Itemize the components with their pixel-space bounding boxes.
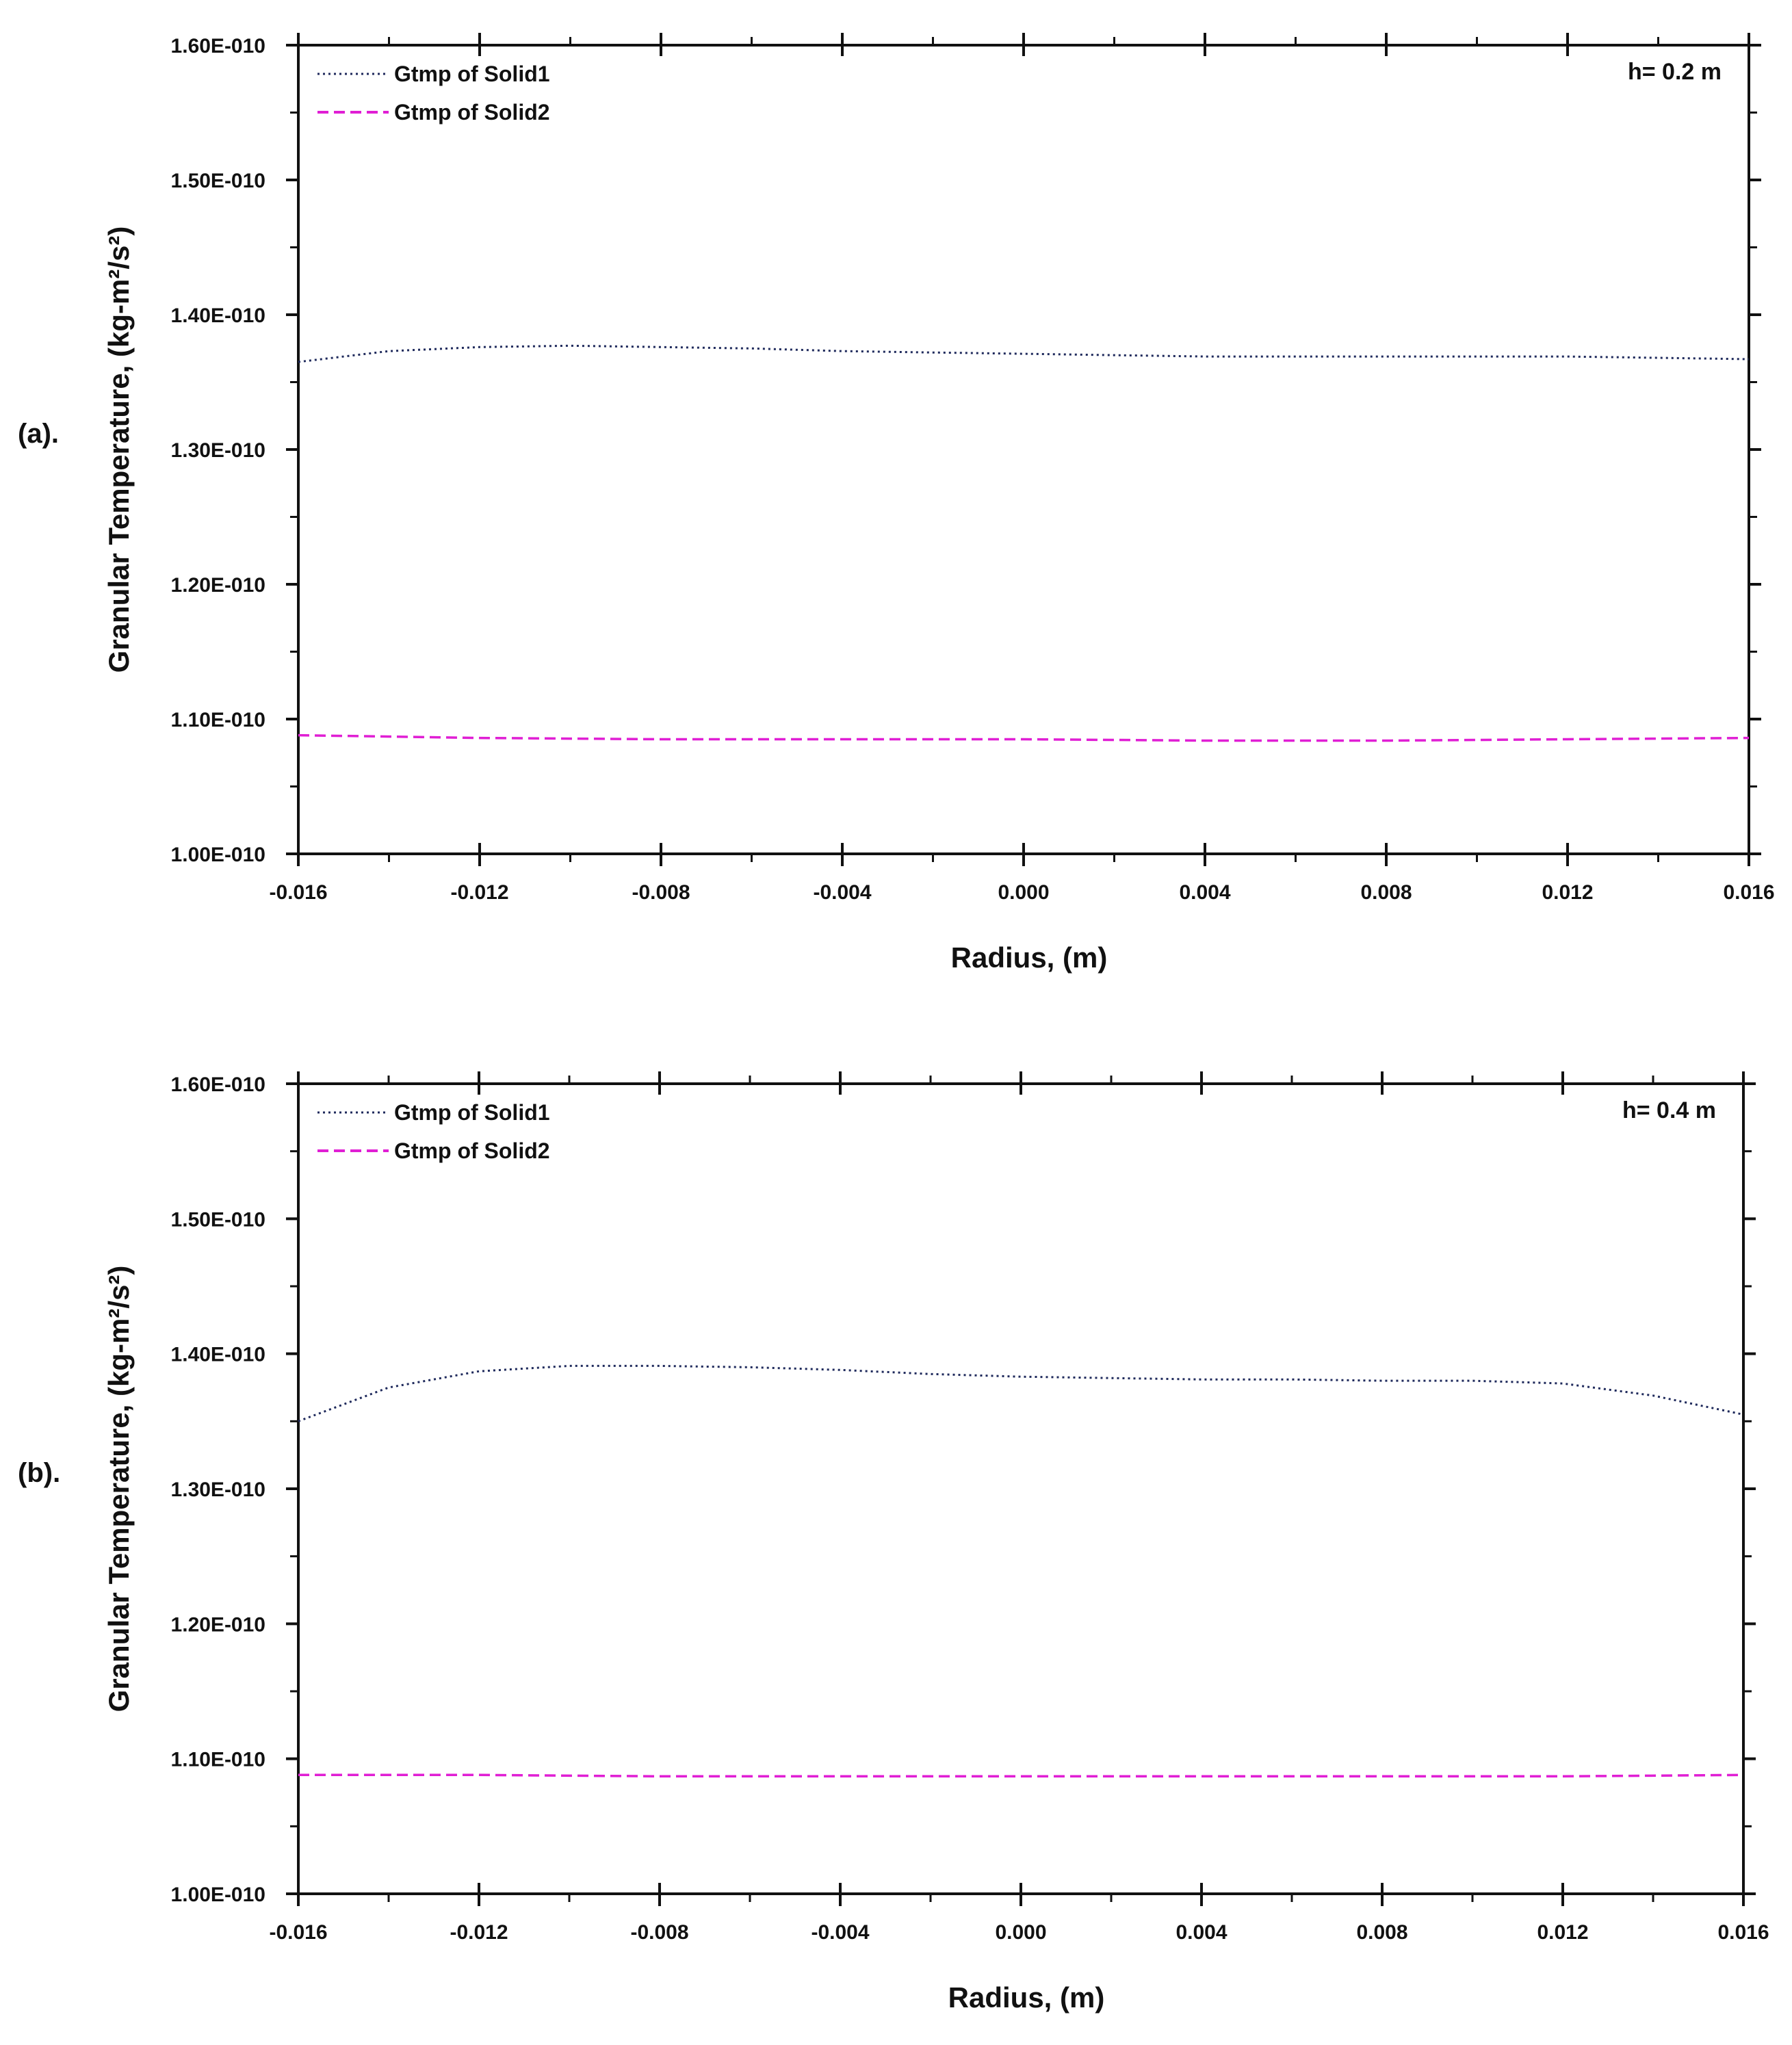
y-tick-label: 1.00E-010 xyxy=(171,844,265,866)
x-tick-label: -0.008 xyxy=(630,1921,688,1944)
x-tick-label: -0.012 xyxy=(450,1921,508,1944)
x-tick-label: -0.008 xyxy=(632,881,690,904)
panel-label: (a). xyxy=(18,419,59,449)
plot-frame xyxy=(297,1082,1745,1895)
legend-label: Gtmp of Solid1 xyxy=(394,1100,550,1125)
x-tick-label: -0.016 xyxy=(269,1921,327,1944)
y-tick-label: 1.60E-010 xyxy=(171,1073,265,1096)
x-tick-label: 0.000 xyxy=(995,1921,1046,1944)
x-tick-label: 0.008 xyxy=(1360,881,1412,904)
legend-label: Gtmp of Solid2 xyxy=(394,1138,550,1163)
x-tick-label: 0.012 xyxy=(1542,881,1593,904)
y-tick-label: 1.20E-010 xyxy=(171,574,265,597)
x-axis-title: Radius, (m) xyxy=(951,941,1108,974)
height-annotation: h= 0.2 m xyxy=(1628,59,1722,85)
chart-panel: -0.016 -0.012 -0.008 -0.004 0.000 0.004 0.008 0… xyxy=(18,1071,1769,2014)
y-tick-label: 1.50E-010 xyxy=(171,1208,265,1231)
series-line xyxy=(298,1364,1744,1422)
x-tick-label: 0.000 xyxy=(998,881,1049,904)
chart-panel: -0.016 -0.012 -0.008 -0.004 0.000 0.004 0.008 0… xyxy=(18,33,1775,974)
x-tick-label: -0.004 xyxy=(813,881,871,904)
x-tick-label: 0.016 xyxy=(1723,881,1774,904)
height-annotation: h= 0.4 m xyxy=(1622,1097,1716,1123)
series-line xyxy=(298,1773,1744,1778)
y-tick-label: 1.40E-010 xyxy=(171,304,265,327)
x-tick-label: -0.012 xyxy=(450,881,508,904)
y-tick-label: 1.10E-010 xyxy=(171,709,265,731)
y-tick-label: 1.60E-010 xyxy=(171,35,265,57)
y-tick-label: 1.40E-010 xyxy=(171,1344,265,1366)
y-tick-label: 1.20E-010 xyxy=(171,1613,265,1636)
x-tick-label: 0.016 xyxy=(1717,1921,1769,1944)
y-tick-label: 1.30E-010 xyxy=(171,439,265,462)
series-line xyxy=(298,344,1750,363)
y-tick-label: 1.30E-010 xyxy=(171,1479,265,1501)
x-tick-label: 0.008 xyxy=(1356,1921,1407,1944)
y-axis-title: Granular Temperature, (kg-m²/s²) xyxy=(103,226,135,673)
legend-label: Gtmp of Solid1 xyxy=(394,62,550,86)
panel-label: (b). xyxy=(18,1458,60,1488)
legend-label: Gtmp of Solid2 xyxy=(394,100,550,125)
x-tick-label: -0.016 xyxy=(269,881,327,904)
x-tick-label: 0.012 xyxy=(1537,1921,1588,1944)
x-axis-title: Radius, (m) xyxy=(948,1981,1105,2014)
plot-frame xyxy=(297,44,1750,855)
y-tick-label: 1.50E-010 xyxy=(171,170,265,192)
y-axis-title: Granular Temperature, (kg-m²/s²) xyxy=(103,1266,135,1712)
x-tick-label: -0.004 xyxy=(811,1921,869,1944)
x-tick-label: 0.004 xyxy=(1176,1921,1227,1944)
y-tick-label: 1.00E-010 xyxy=(171,1884,265,1906)
x-tick-label: 0.004 xyxy=(1179,881,1230,904)
series-line xyxy=(298,733,1750,742)
y-tick-label: 1.10E-010 xyxy=(171,1749,265,1771)
